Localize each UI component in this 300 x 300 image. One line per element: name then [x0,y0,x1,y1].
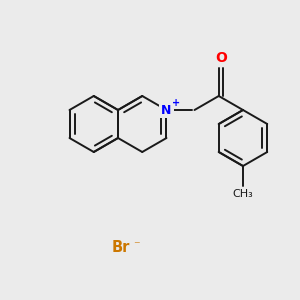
Text: Br: Br [112,241,130,256]
Text: CH₃: CH₃ [232,189,254,199]
Text: N: N [161,103,172,116]
Text: +: + [172,98,181,108]
Text: O: O [215,51,227,65]
Text: ⁻: ⁻ [133,239,140,253]
